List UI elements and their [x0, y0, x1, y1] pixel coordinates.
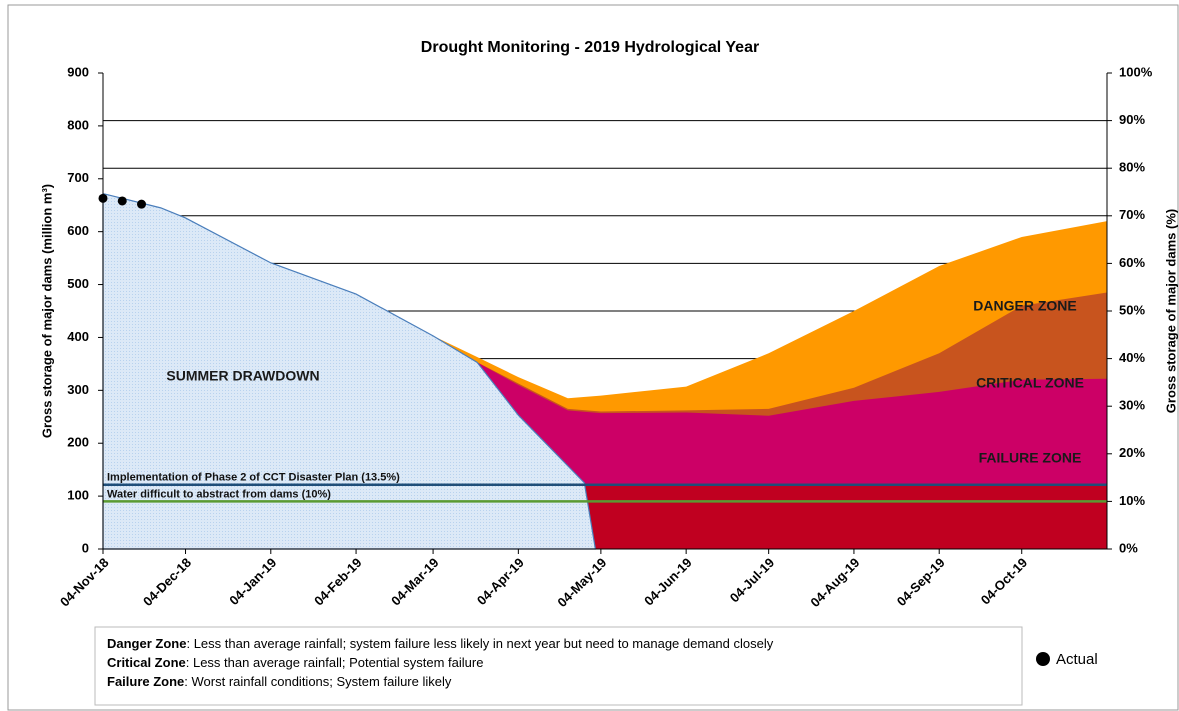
y2-tick-label: 100% — [1119, 64, 1153, 79]
x-tick-label: 04-Dec-18 — [140, 555, 194, 609]
x-tick-label: 04-Oct-19 — [978, 555, 1031, 608]
note: Danger Zone: Less than average rainfall;… — [107, 636, 774, 651]
y2-tick-label: 90% — [1119, 112, 1145, 127]
threshold-label: Implementation of Phase 2 of CCT Disaste… — [107, 472, 400, 484]
chart-title: Drought Monitoring - 2019 Hydrological Y… — [421, 39, 759, 56]
legend-label: Actual — [1056, 651, 1098, 668]
y-tick-label: 200 — [67, 435, 89, 450]
note-text: : Less than average rainfall; Potential … — [186, 655, 484, 670]
y-tick-label: 300 — [67, 382, 89, 397]
zone-label: DANGER ZONE — [973, 298, 1076, 314]
plot: Implementation of Phase 2 of CCT Disaste… — [57, 64, 1153, 610]
y-axis-label: Gross storage of major dams (million m³) — [39, 184, 54, 438]
y2-tick-label: 50% — [1119, 302, 1145, 317]
x-tick-label: 04-Jan-19 — [226, 555, 279, 608]
x-tick-label: 04-Mar-19 — [388, 555, 442, 609]
x-tick-label: 04-Nov-18 — [57, 555, 112, 610]
y2-tick-label: 40% — [1119, 350, 1145, 365]
legend-marker — [1036, 652, 1050, 666]
y-tick-label: 900 — [67, 64, 89, 79]
y-tick-label: 0 — [82, 540, 89, 555]
threshold-label: Water difficult to abstract from dams (1… — [107, 488, 331, 500]
x-tick-label: 04-Aug-19 — [807, 555, 862, 610]
y-tick-label: 500 — [67, 276, 89, 291]
note-term: Failure Zone — [107, 674, 184, 689]
y-tick-label: 800 — [67, 117, 89, 132]
zone-label: FAILURE ZONE — [979, 450, 1082, 466]
actual-point — [137, 199, 147, 209]
note-term: Danger Zone — [107, 636, 186, 651]
area — [584, 484, 1107, 549]
y2-tick-label: 30% — [1119, 398, 1145, 413]
actual-point — [117, 196, 127, 206]
notes-box — [94, 626, 1023, 706]
zone-label: SUMMER DRAWDOWN — [166, 368, 319, 384]
y2-axis-label: Gross storage of major dams (%) — [1163, 209, 1178, 413]
zone-label: CRITICAL ZONE — [976, 375, 1084, 391]
y-tick-label: 400 — [67, 329, 89, 344]
x-tick-label: 04-Jun-19 — [641, 555, 695, 609]
note-text: : Less than average rainfall; system fai… — [186, 636, 773, 651]
y-tick-label: 600 — [67, 223, 89, 238]
note-text: : Worst rainfall conditions; System fail… — [184, 674, 452, 689]
area — [102, 192, 597, 550]
y2-tick-label: 0% — [1119, 540, 1138, 555]
x-tick-label: 04-May-19 — [554, 555, 609, 610]
note-term: Critical Zone — [107, 655, 186, 670]
y2-tick-label: 60% — [1119, 255, 1145, 270]
frame — [7, 4, 1179, 711]
y2-tick-label: 20% — [1119, 445, 1145, 460]
y-tick-label: 700 — [67, 170, 89, 185]
y2-tick-label: 80% — [1119, 160, 1145, 175]
x-tick-label: 04-Feb-19 — [311, 555, 365, 609]
y-tick-label: 100 — [67, 488, 89, 503]
y2-tick-label: 70% — [1119, 207, 1145, 222]
note: Critical Zone: Less than average rainfal… — [107, 655, 483, 670]
note: Failure Zone: Worst rainfall conditions;… — [107, 674, 452, 689]
x-tick-label: 04-Sep-19 — [894, 555, 948, 609]
x-tick-label: 04-Jul-19 — [727, 555, 777, 605]
y2-tick-label: 10% — [1119, 493, 1145, 508]
x-tick-label: 04-Apr-19 — [474, 555, 527, 608]
